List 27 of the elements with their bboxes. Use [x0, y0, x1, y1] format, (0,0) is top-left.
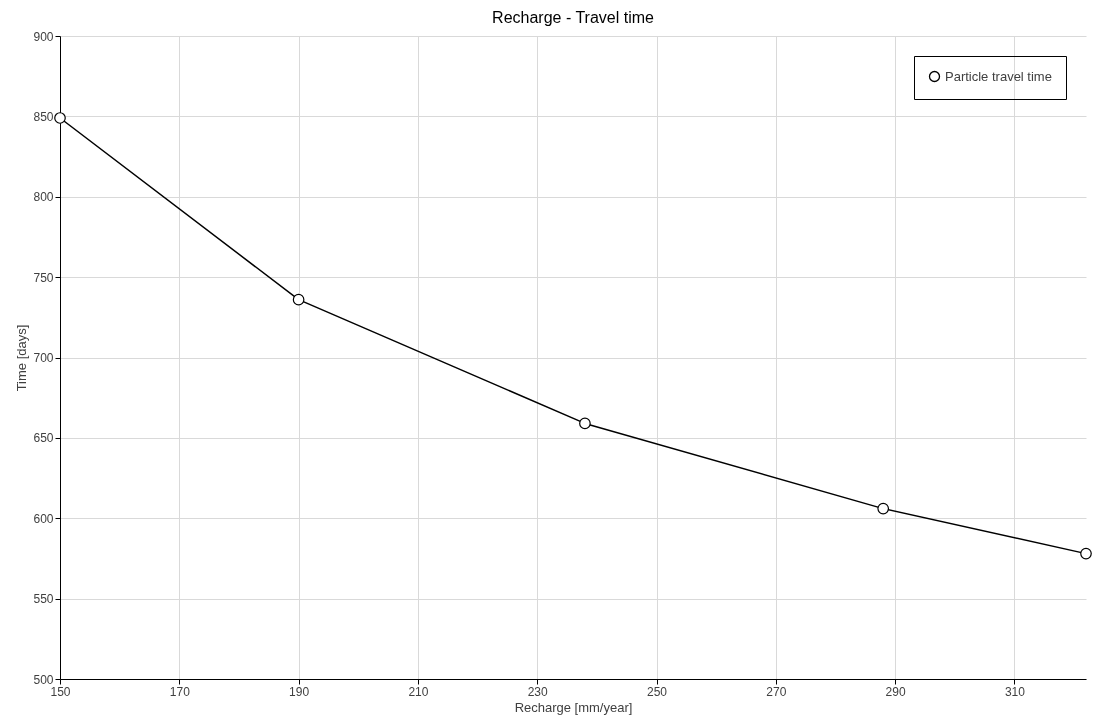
chart-title: Recharge - Travel time: [492, 9, 655, 26]
x-tick-label: 310: [1004, 684, 1026, 699]
x-tick-label: 210: [408, 684, 429, 699]
y-axis-title: Time [days]: [14, 324, 30, 392]
y-tick-label: 550: [33, 592, 54, 607]
point: [579, 417, 591, 430]
x-axis-title: Recharge [mm/year]: [514, 699, 633, 715]
x-tick-label: 170: [169, 684, 191, 699]
x-tick-label: 230: [527, 684, 549, 699]
legend-label: Particle travel time: [945, 68, 1052, 84]
point: [54, 112, 66, 124]
point: [1080, 547, 1092, 560]
y-tick-label: 650: [33, 431, 54, 446]
y-tick-label: 750: [33, 270, 54, 285]
y-tick-label: 500: [33, 672, 54, 687]
x-tick-label: 290: [885, 684, 906, 699]
y-tick-label: 900: [33, 29, 54, 44]
point: [877, 502, 890, 515]
y-tick-label: 800: [33, 190, 54, 205]
y-tick-label: 850: [33, 109, 54, 124]
x-tick-label: 150: [50, 684, 71, 699]
x-tick-label: 250: [647, 684, 668, 699]
x-tick-label: 270: [766, 684, 787, 699]
x-tick-label: 190: [289, 684, 310, 699]
y-tick-label: 600: [33, 511, 54, 526]
point: [292, 293, 305, 306]
y-tick-label: 700: [33, 351, 54, 365]
